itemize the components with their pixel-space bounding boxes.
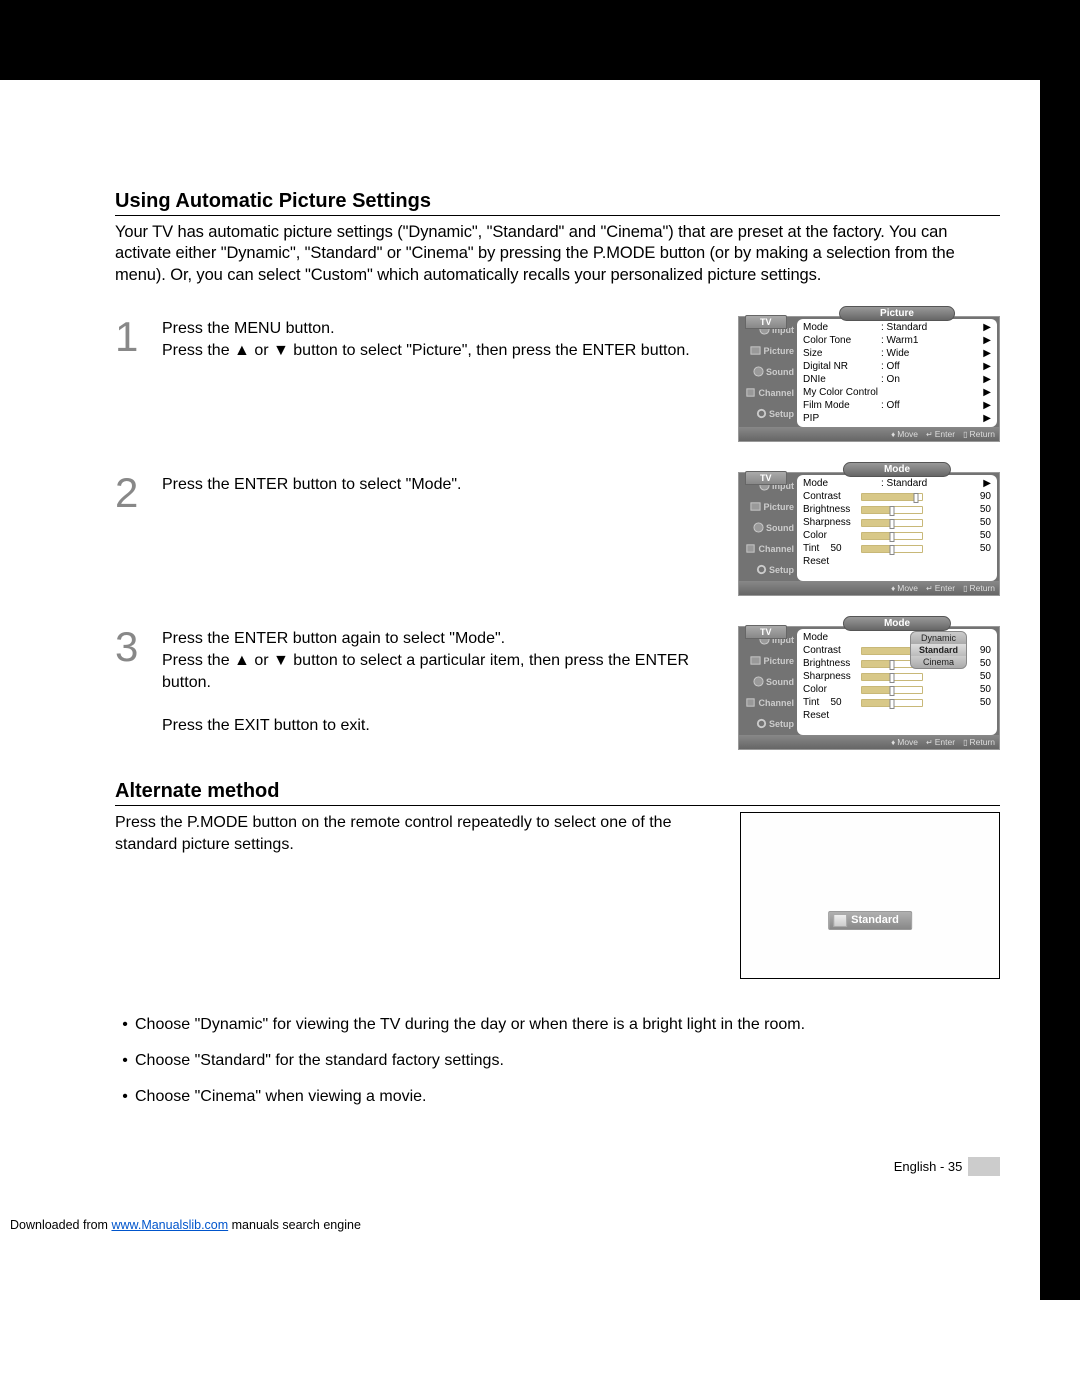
osd-panel-picture: TV Input Picture Sound Channel Setup Pic… — [738, 316, 1000, 442]
osd-panel-mode: TV Input Picture Sound Channel Setup Mod… — [738, 472, 1000, 596]
step-3: 3 Press the ENTER button again to select… — [115, 626, 1000, 750]
top-black-bar — [0, 0, 1080, 80]
step-2: 2 Press the ENTER button to select "Mode… — [115, 472, 1000, 596]
osd-footer: ♦Move ↵Enter ▯Return — [739, 581, 999, 595]
osd-nav: Input Picture Sound Channel Setup — [739, 318, 797, 427]
dropdown-dynamic: Dynamic — [911, 632, 966, 644]
alternate-preview-box: Standard — [740, 812, 1000, 979]
alternate-title: Alternate method — [115, 780, 1000, 803]
step-3-line-2: Press the ▲ or ▼ button to select a part… — [162, 652, 689, 691]
download-pre: Downloaded from — [10, 1218, 111, 1232]
mode-dropdown: Dynamic Standard Cinema — [910, 631, 967, 669]
osd-footer: ♦Move ↵Enter ▯Return — [739, 427, 999, 441]
page-number: English - 35 — [894, 1159, 963, 1174]
section-rule — [115, 805, 1000, 806]
step-1: 1 Press the MENU button. Press the ▲ or … — [115, 316, 1000, 442]
alternate-text: Press the P.MODE button on the remote co… — [115, 812, 720, 855]
step-1-line-2: Press the ▲ or ▼ button to select "Pictu… — [162, 342, 690, 359]
step-text: Press the ENTER button to select "Mode". — [162, 472, 723, 496]
download-post: manuals search engine — [228, 1218, 361, 1232]
picture-icon — [833, 914, 847, 927]
step-number: 2 — [115, 472, 147, 514]
step-number: 1 — [115, 316, 147, 358]
bullet-1: Choose "Dynamic" for viewing the TV duri… — [135, 1014, 1000, 1036]
download-footer: Downloaded from www.Manualslib.com manua… — [0, 1206, 1080, 1242]
bullet-icon: • — [115, 1086, 135, 1108]
intro-paragraph: Your TV has automatic picture settings (… — [115, 222, 1000, 286]
osd-nav: Input Picture Sound Channel Setup — [739, 474, 797, 581]
nav-channel: Channel — [739, 382, 797, 403]
manual-page: Using Automatic Picture Settings Your TV… — [0, 80, 1080, 1206]
section-rule — [115, 215, 1000, 216]
osd-tv-tab: TV — [745, 315, 787, 329]
osd-nav: Input Picture Sound Channel Setup — [739, 628, 797, 735]
bullets: •Choose "Dynamic" for viewing the TV dur… — [115, 1014, 1000, 1107]
standard-badge: Standard — [828, 911, 912, 930]
step-3-line-1: Press the ENTER button again to select "… — [162, 630, 505, 647]
osd-title: Picture — [839, 306, 955, 321]
bullet-icon: • — [115, 1014, 135, 1036]
page-tab — [968, 1157, 1000, 1176]
dropdown-cinema: Cinema — [911, 656, 966, 668]
step-text: Press the ENTER button again to select "… — [162, 626, 723, 736]
osd-footer: ♦Move ↵Enter ▯Return — [739, 735, 999, 749]
nav-picture: Picture — [739, 340, 797, 361]
osd-tv-tab: TV — [745, 625, 787, 639]
standard-badge-label: Standard — [851, 914, 899, 926]
step-number: 3 — [115, 626, 147, 668]
osd-title: Mode — [843, 462, 951, 477]
osd-content: Picture Mode: Standard▶ Color Tone: Warm… — [797, 319, 997, 427]
section-title: Using Automatic Picture Settings — [115, 190, 1000, 213]
osd-content: Mode Mode: Standard▶ Contrast90 Brightne… — [797, 475, 997, 581]
manualslib-link[interactable]: www.Manualslib.com — [111, 1218, 228, 1232]
nav-setup: Setup — [739, 403, 797, 424]
osd-title: Mode — [843, 616, 951, 631]
osd-content: Mode Mode Contrast90 Brightness50 Sharpn… — [797, 629, 997, 735]
step-3-line-3: Press the EXIT button to exit. — [162, 717, 370, 734]
page-footer: English - 35 — [115, 1157, 1000, 1176]
osd-panel-mode-dropdown: TV Input Picture Sound Channel Setup Mod… — [738, 626, 1000, 750]
step-text: Press the MENU button. Press the ▲ or ▼ … — [162, 316, 723, 361]
bullet-2: Choose "Standard" for the standard facto… — [135, 1050, 1000, 1072]
nav-sound: Sound — [739, 361, 797, 382]
osd-tv-tab: TV — [745, 471, 787, 485]
bullet-icon: • — [115, 1050, 135, 1072]
dropdown-standard: Standard — [911, 644, 966, 656]
alternate-row: Press the P.MODE button on the remote co… — [115, 812, 1000, 979]
bullet-3: Choose "Cinema" when viewing a movie. — [135, 1086, 1000, 1108]
step-1-line-1: Press the MENU button. — [162, 320, 335, 337]
